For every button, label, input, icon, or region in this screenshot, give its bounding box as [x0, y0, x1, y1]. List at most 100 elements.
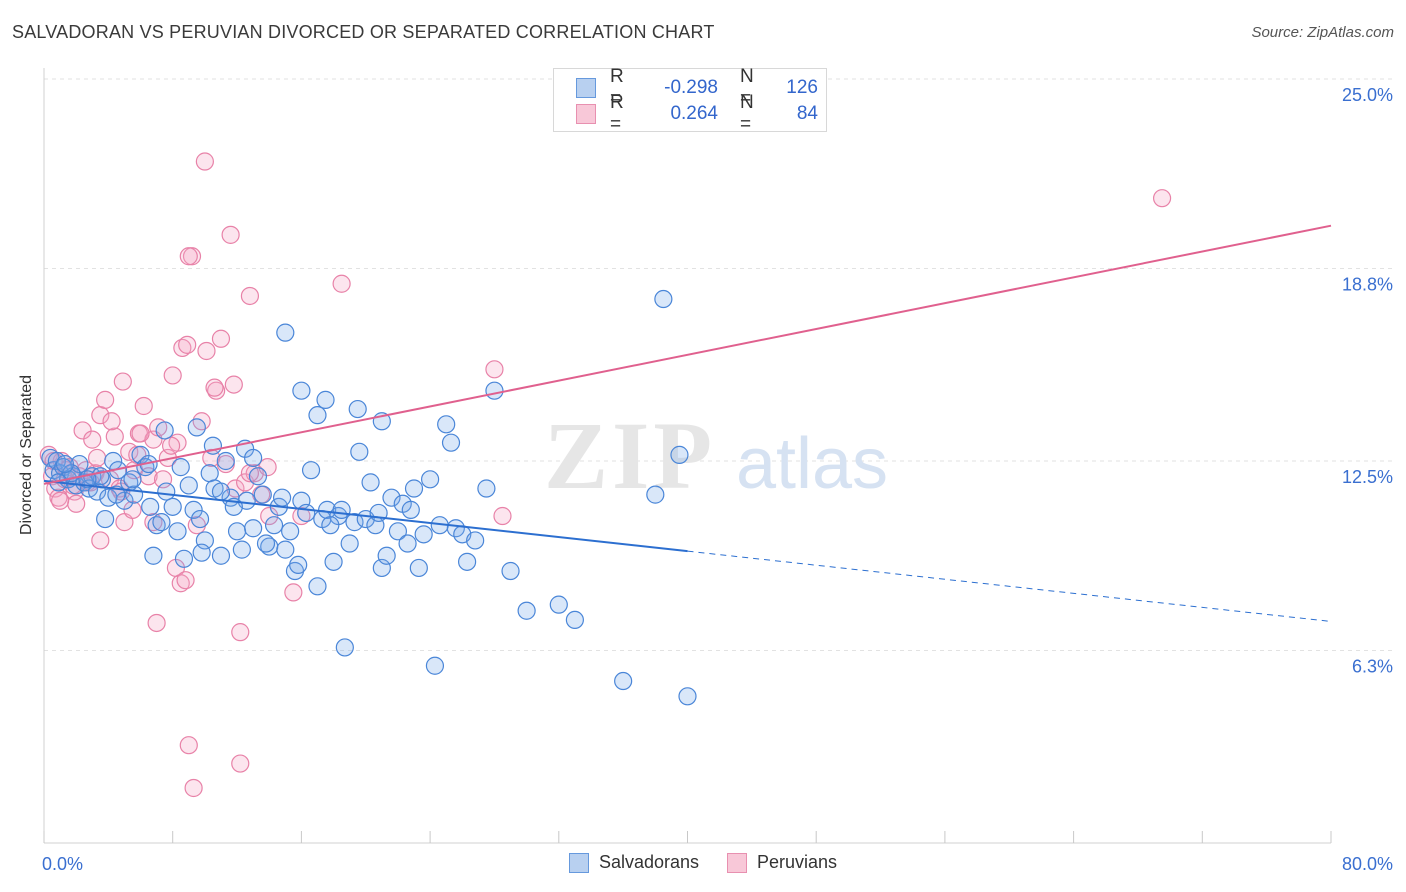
trend-line-salvadorans-extension — [687, 550, 1332, 622]
data-point — [147, 613, 166, 633]
y-tick-label: 18.8% — [1342, 274, 1393, 294]
data-point — [332, 500, 351, 519]
data-point — [276, 323, 295, 342]
data-point — [646, 485, 665, 504]
legend-swatch-salvadorans — [576, 78, 596, 98]
data-point — [192, 412, 211, 431]
data-point — [614, 671, 633, 691]
watermark-zip: ZIP — [544, 402, 716, 509]
data-point — [253, 485, 272, 504]
data-point — [205, 378, 224, 397]
data-point — [187, 418, 206, 437]
grid-lines — [44, 78, 1395, 651]
data-point — [231, 754, 250, 773]
data-point — [174, 549, 194, 568]
data-point — [224, 375, 243, 394]
data-point — [50, 491, 70, 510]
data-point — [240, 286, 260, 306]
data-point — [195, 152, 214, 171]
data-point — [388, 522, 408, 541]
data-point — [256, 534, 276, 553]
data-point — [350, 442, 369, 461]
data-point — [161, 436, 181, 455]
data-point — [67, 494, 86, 513]
data-point — [176, 571, 195, 590]
y-tick-label: 25.0% — [1342, 85, 1393, 105]
legend-n-value: 84 — [796, 103, 818, 124]
legend-r-label: R = — [610, 66, 624, 109]
trend-line-peruvians — [43, 224, 1332, 485]
data-point — [398, 534, 417, 553]
x-tick-label: 0.0% — [42, 854, 83, 874]
data-point — [216, 451, 235, 471]
data-point — [49, 488, 68, 507]
legend-item-salvadorans[interactable]: Salvadorans — [568, 852, 700, 873]
data-point — [335, 638, 354, 657]
data-point — [361, 473, 380, 492]
data-point — [301, 461, 321, 480]
data-point — [184, 778, 203, 798]
data-point — [207, 381, 226, 400]
data-point — [248, 467, 268, 486]
legend-swatch-salvadorans — [568, 852, 589, 873]
data-point — [345, 513, 364, 532]
legend-n-label: N = — [740, 66, 754, 109]
data-point — [113, 372, 132, 391]
legend-item-peruvians[interactable]: Peruvians — [727, 852, 837, 873]
data-point — [73, 421, 92, 440]
legend-r-label: R = — [610, 92, 624, 135]
legend-label-salvadorans: Salvadorans — [598, 852, 700, 872]
data-point — [292, 381, 311, 400]
data-point — [152, 513, 171, 532]
data-point — [409, 558, 428, 578]
legend-row-salvadorans: R = -0.298 N = 126 — [576, 66, 818, 109]
data-point — [123, 470, 142, 489]
tick-labels: 25.0% 18.8% 12.5% 6.3% 0.0% 80.0% — [42, 85, 1393, 874]
data-point — [173, 338, 192, 358]
y-axis-label: Divorced or Separated — [18, 374, 35, 536]
data-point — [441, 433, 461, 452]
data-point — [485, 360, 504, 379]
data-point — [55, 454, 75, 474]
data-point — [221, 225, 240, 244]
data-point — [401, 500, 420, 519]
x-tick-label: 80.0% — [1342, 854, 1393, 874]
data-point — [211, 546, 231, 565]
data-point — [184, 500, 203, 519]
legend-n-value: 126 — [786, 77, 818, 98]
data-point — [96, 390, 115, 409]
data-point — [377, 546, 396, 565]
legend-swatch-peruvians — [727, 852, 748, 873]
data-point — [197, 341, 216, 361]
data-point — [340, 534, 359, 553]
axes — [43, 68, 1332, 844]
data-point — [654, 289, 673, 309]
watermark-atlas: atlas — [736, 424, 888, 504]
trend-line-salvadorans — [43, 479, 688, 553]
data-point — [232, 540, 251, 559]
data-point — [211, 482, 231, 501]
data-point — [414, 525, 433, 544]
data-point — [281, 522, 300, 541]
data-point — [200, 464, 219, 483]
data-point — [308, 406, 327, 425]
data-point — [565, 610, 584, 630]
data-point — [171, 458, 190, 477]
data-point — [292, 506, 311, 526]
legend-row-peruvians: R = 0.264 N = 84 — [576, 92, 818, 135]
data-point — [501, 561, 520, 581]
data-point — [348, 399, 367, 419]
legend-label-peruvians: Peruvians — [757, 852, 838, 872]
data-point — [276, 540, 295, 559]
data-point — [144, 546, 163, 565]
data-point — [321, 516, 340, 535]
data-point — [157, 482, 176, 501]
data-point — [284, 583, 303, 602]
data-point — [179, 476, 198, 495]
data-point — [258, 458, 277, 477]
data-point — [211, 329, 231, 348]
data-point — [178, 335, 197, 354]
data-point — [493, 506, 512, 526]
legend-n-label: N = — [740, 92, 754, 135]
